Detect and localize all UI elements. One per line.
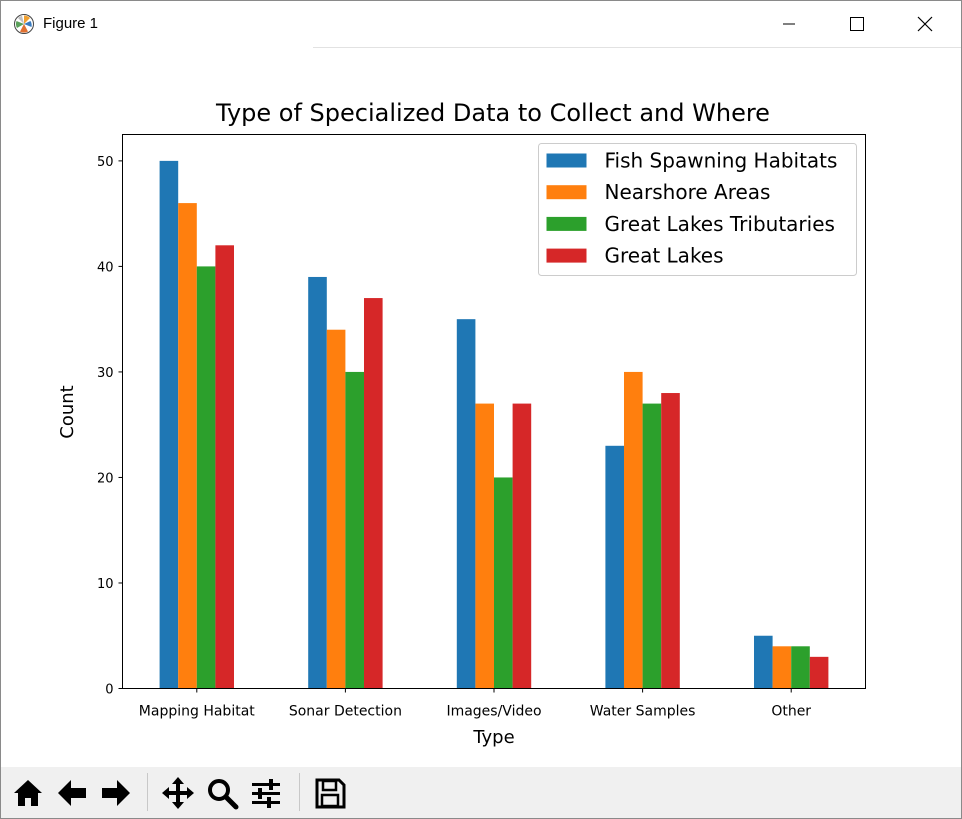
arrow-left-icon [58, 780, 86, 806]
forward-button[interactable] [97, 773, 135, 813]
bar [196, 266, 216, 689]
legend-frame [538, 143, 857, 276]
legend-swatch [546, 248, 587, 263]
legend-label: Great Lakes [605, 244, 724, 268]
y-axis-label: Count [57, 385, 78, 438]
bar [605, 445, 624, 689]
arrow-right-icon [102, 780, 130, 806]
x-tick-label: Other [771, 704, 811, 720]
legend-label: Nearshore Areas [605, 180, 771, 204]
home-icon [14, 780, 42, 806]
home-button[interactable] [9, 773, 47, 813]
legend: Fish Spawning Habitats Nearshore Areas Gre… [538, 143, 857, 276]
maximize-button[interactable] [823, 1, 891, 47]
y-axis: 0 10 20 30 40 50 [97, 155, 123, 698]
x-tick-label: Mapping Habitat [139, 704, 255, 720]
bar [512, 403, 532, 689]
bar [345, 371, 364, 689]
close-button[interactable] [891, 1, 959, 47]
bar [215, 245, 234, 689]
bar [624, 371, 643, 689]
navigation-toolbar [1, 767, 961, 818]
window-title: Figure 1 [43, 15, 99, 32]
y-tick-label: 20 [97, 471, 114, 486]
minimize-button[interactable] [755, 1, 823, 47]
title-bar-divider [313, 47, 961, 48]
bar-chart: Type of Specialized Data to Collect and … [57, 99, 866, 748]
toolbar-separator [299, 773, 300, 811]
bar [456, 319, 476, 689]
bar [791, 646, 810, 689]
bar [642, 403, 662, 689]
chart-title: Type of Specialized Data to Collect and … [215, 99, 770, 127]
bar [809, 656, 829, 689]
x-tick-label: Water Samples [590, 704, 696, 720]
axes-frame [122, 134, 866, 689]
move-icon [162, 777, 194, 809]
bar [364, 298, 383, 689]
y-tick-label: 10 [97, 577, 114, 592]
pan-button[interactable] [159, 773, 197, 813]
legend-label: Fish Spawning Habitats [605, 149, 838, 173]
bar [494, 477, 513, 689]
x-axis: Mapping Habitat Sonar Detection Images/Vid… [139, 688, 811, 720]
bar [178, 203, 197, 689]
legend-swatch [546, 185, 587, 200]
x-axis-label: Type [472, 727, 514, 748]
x-tick-label: Images/Video [446, 704, 541, 720]
legend-swatch [546, 216, 587, 231]
zoom-button[interactable] [203, 773, 241, 813]
floppy-disk-icon [315, 778, 346, 809]
bar [772, 646, 792, 689]
maximize-icon [850, 17, 864, 31]
close-icon [917, 16, 933, 32]
y-tick-label: 40 [97, 260, 114, 275]
bar [308, 276, 327, 689]
back-button[interactable] [53, 773, 91, 813]
figure-canvas[interactable]: Type of Specialized Data to Collect and … [1, 48, 961, 766]
y-tick-label: 0 [105, 683, 113, 698]
legend-label: Great Lakes Tributaries [605, 212, 835, 236]
bar [159, 160, 179, 689]
bar [326, 329, 346, 689]
bar [475, 403, 494, 689]
configure-subplots-button[interactable] [247, 773, 285, 813]
bar [661, 393, 680, 689]
title-bar[interactable]: Figure 1 [1, 1, 961, 47]
x-tick-label: Sonar Detection [289, 704, 402, 720]
y-tick-label: 30 [97, 366, 114, 381]
save-button[interactable] [311, 773, 349, 813]
matplotlib-logo-icon [14, 14, 34, 34]
magnifier-icon [208, 779, 239, 810]
toolbar-separator [147, 773, 148, 811]
legend-swatch [546, 153, 587, 168]
sliders-icon [252, 779, 280, 808]
minimize-icon [783, 23, 795, 25]
bar [754, 635, 773, 689]
y-tick-label: 50 [97, 155, 114, 170]
bars-group [159, 160, 829, 689]
